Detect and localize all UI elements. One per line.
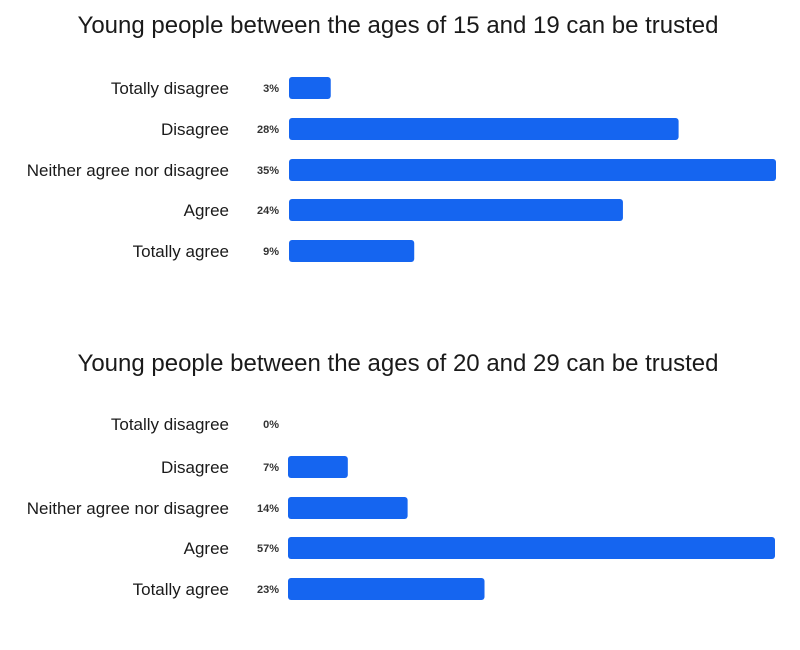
chart-15-19: Young people between the ages of 15 and …: [0, 0, 800, 300]
category-label: Totally agree: [133, 580, 229, 599]
category-label: Agree: [184, 201, 229, 220]
category-label: Disagree: [161, 458, 229, 477]
category-label: Totally disagree: [111, 415, 229, 434]
category-label: Disagree: [161, 120, 229, 139]
value-label: 0%: [263, 419, 279, 431]
value-label: 35%: [257, 165, 279, 177]
value-label: 57%: [257, 543, 279, 555]
value-label: 23%: [257, 584, 279, 596]
bar-plot-20-29: Totally disagree 0% Disagree 7% Neither agre…: [27, 415, 775, 600]
bar: [289, 240, 415, 262]
bar: [288, 578, 485, 600]
bar: [289, 159, 776, 181]
value-label: 14%: [257, 503, 279, 515]
chart-title: Young people between the ages of 15 and …: [77, 12, 719, 39]
value-label: 24%: [257, 205, 279, 217]
category-label: Agree: [184, 539, 229, 558]
category-label: Totally agree: [133, 242, 229, 261]
category-label: Totally disagree: [111, 79, 229, 98]
chart-20-29: Young people between the ages of 20 and …: [0, 338, 800, 638]
bar: [288, 497, 408, 519]
value-label: 28%: [257, 124, 279, 136]
bar: [288, 537, 775, 559]
bar-plot-15-19: Totally disagree 3% Disagree 28% Neither agr…: [27, 77, 776, 262]
bar: [288, 456, 348, 478]
bar: [289, 118, 679, 140]
value-label: 9%: [263, 246, 279, 258]
category-label: Neither agree nor disagree: [27, 161, 229, 180]
value-label: 7%: [263, 462, 279, 474]
bar: [289, 199, 623, 221]
value-label: 3%: [263, 83, 279, 95]
chart-title: Young people between the ages of 20 and …: [77, 350, 719, 377]
category-label: Neither agree nor disagree: [27, 499, 229, 518]
bar: [289, 77, 331, 99]
